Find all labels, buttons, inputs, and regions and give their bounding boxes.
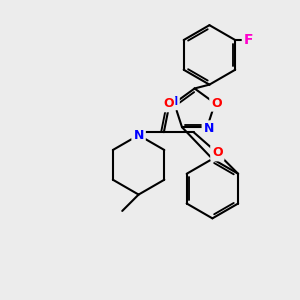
Text: N: N bbox=[168, 95, 178, 108]
Text: N: N bbox=[134, 129, 144, 142]
Text: F: F bbox=[244, 33, 253, 47]
Text: N: N bbox=[134, 126, 144, 139]
Text: O: O bbox=[163, 98, 174, 110]
Text: N: N bbox=[203, 122, 214, 135]
Text: O: O bbox=[211, 97, 222, 110]
Text: O: O bbox=[212, 146, 223, 160]
